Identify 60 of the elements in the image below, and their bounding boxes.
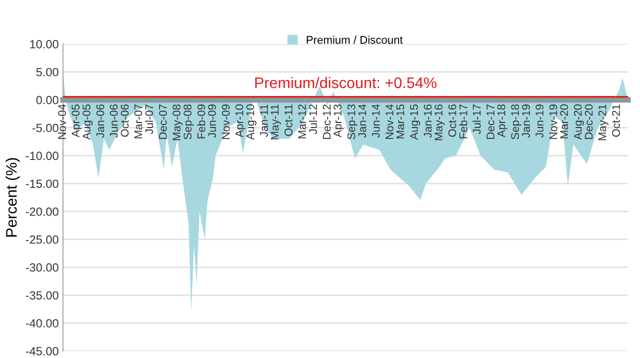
y-tick-label: 5.00 [36, 68, 58, 76]
x-tick-label: Nov-19 [549, 104, 558, 139]
y-tick-label: -10.00 [26, 152, 58, 160]
y-tick-label: -45.00 [26, 347, 58, 356]
x-tick-label: Oct-06 [120, 104, 129, 137]
ref-line-label: Premium/discount: +0.54% [255, 76, 436, 88]
x-tick-label: Aug-20 [574, 104, 584, 140]
y-tick-label: -15.00 [26, 180, 58, 188]
x-tick-label: Sep-13 [347, 104, 358, 140]
y-tick-label: -25.00 [26, 235, 58, 244]
y-tick-label: -35.00 [26, 291, 58, 300]
x-tick-label: Nov-04 [58, 104, 66, 139]
x-tick-label: Dec-20 [584, 104, 593, 139]
y-tick-label: -40.00 [26, 319, 58, 328]
x-tick-label: May-16 [434, 104, 445, 140]
x-tick-label: Oct-11 [284, 104, 292, 136]
x-tick-label: Jan-16 [424, 104, 432, 138]
x-tick-label: Oct-21 [612, 104, 620, 137]
x-tick-label: Apr-05 [72, 104, 82, 138]
x-tick-label: Aug-15 [410, 104, 420, 140]
x-tick-label: Jun-09 [208, 104, 216, 138]
x-tick-label: Jun-19 [536, 104, 544, 138]
y-tick-label: 10.00 [30, 40, 58, 48]
x-tick-label: Jan-19 [522, 104, 530, 138]
x-tick-label: Mar-07 [134, 104, 142, 138]
x-tick-label: Aug-10 [246, 104, 256, 140]
x-tick-label: Jul-17 [472, 104, 481, 134]
y-tick-label: 0.00 [36, 96, 58, 104]
y-tick-label: -30.00 [26, 263, 58, 272]
x-tick-label: Apr-18 [497, 104, 508, 138]
x-tick-label: Mar-12 [298, 104, 306, 138]
legend-label: Premium / Discount [306, 36, 403, 44]
x-tick-label: Apr-10 [235, 104, 246, 138]
x-tick-label: May-08 [172, 104, 183, 140]
x-tick-label: Mar-15 [396, 104, 404, 138]
x-tick-label: May-21 [598, 104, 608, 140]
x-tick-label: Jan-11 [260, 104, 268, 137]
x-tick-label: Oct-16 [448, 104, 456, 137]
x-tick-label: Jun-14 [372, 104, 380, 138]
x-tick-label: Feb-09 [197, 104, 206, 138]
x-tick-label: Aug-05 [82, 104, 93, 140]
x-tick-label: Apr-13 [334, 104, 344, 138]
y-axis-title: Percent (%) [6, 158, 20, 237]
y-tick-label: -20.00 [26, 207, 58, 216]
x-tick-label: Sep-18 [511, 104, 522, 140]
x-tick-label: Jan-14 [358, 104, 366, 138]
x-tick-label: Jul-07 [144, 104, 154, 134]
x-tick-label: Dec-17 [486, 104, 494, 139]
y-tick-label: -5.00 [32, 124, 58, 132]
x-tick-label: Mar-20 [560, 104, 568, 138]
x-tick-label: Feb-17 [459, 104, 468, 138]
x-tick-label: Dec-12 [322, 104, 331, 139]
x-tick-label: May-11 [270, 104, 281, 140]
x-tick-label: Nov-09 [222, 104, 230, 139]
x-tick-label: Dec-07 [158, 104, 167, 139]
x-tick-label: Jul-12 [308, 104, 317, 134]
x-tick-label: Jan-06 [96, 104, 104, 138]
x-tick-label: Nov-14 [386, 104, 394, 139]
x-tick-label: Jun-06 [110, 104, 118, 138]
x-tick-label: Sep-08 [184, 104, 194, 140]
